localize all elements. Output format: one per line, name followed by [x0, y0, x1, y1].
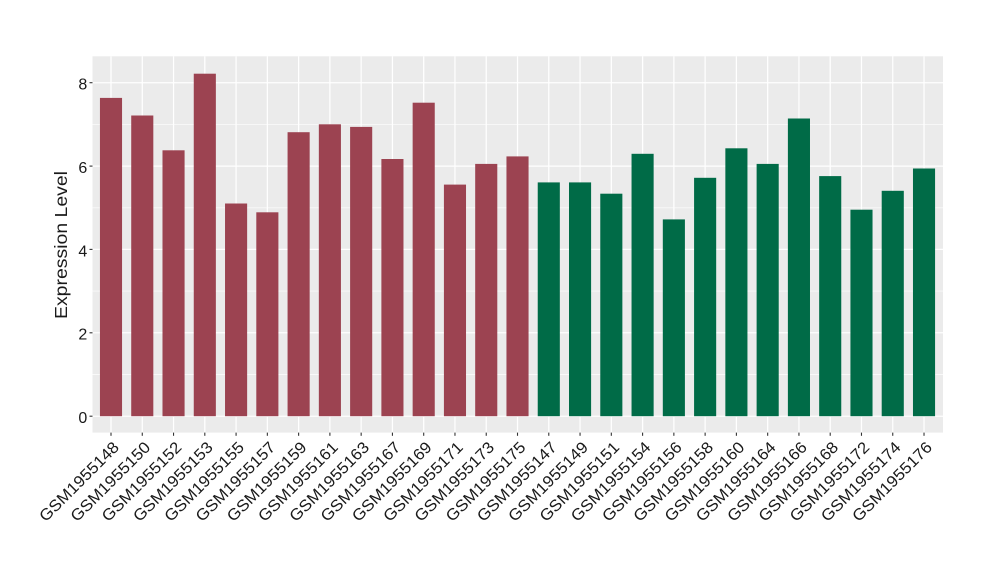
svg-text:6: 6 — [78, 160, 87, 177]
svg-text:2: 2 — [78, 327, 87, 344]
svg-text:8: 8 — [78, 77, 87, 94]
svg-text:4: 4 — [78, 243, 87, 260]
svg-text:Expression Level: Expression Level — [51, 171, 71, 319]
svg-text:0: 0 — [78, 410, 87, 427]
